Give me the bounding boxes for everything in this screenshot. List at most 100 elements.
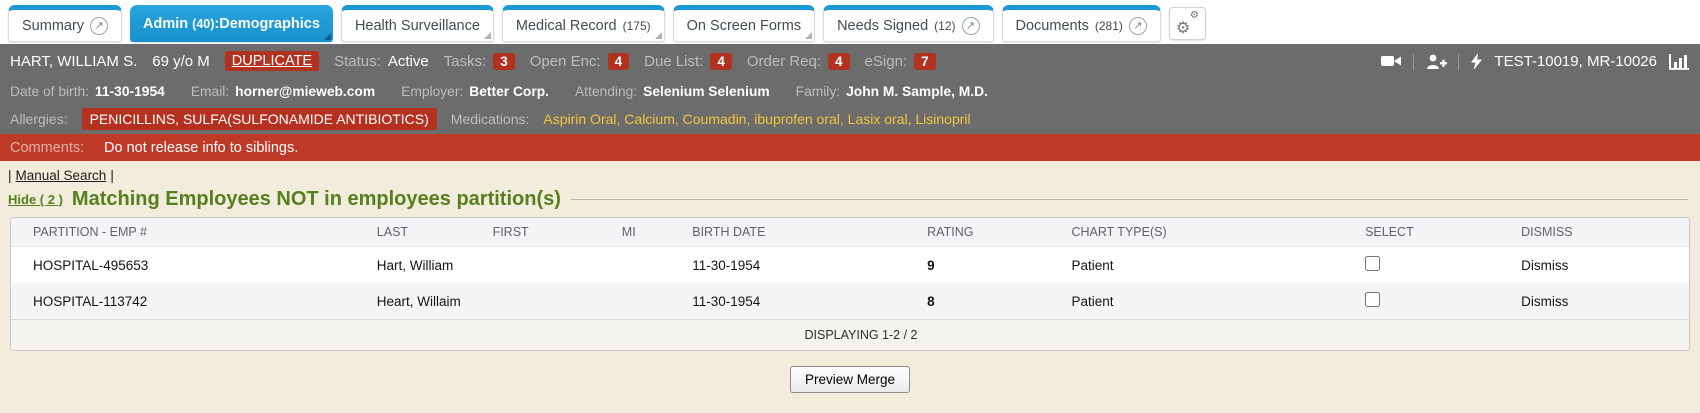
chart-stats-icon[interactable]	[1668, 53, 1690, 70]
select-checkbox[interactable]	[1365, 256, 1381, 271]
due-list-label: Due List:	[644, 52, 704, 70]
tab-summary-label: Summary	[22, 17, 85, 34]
list-separator: ,	[746, 111, 755, 127]
cell-birth-date: 11-30-1954	[692, 283, 928, 320]
displaying-count: DISPLAYING 1-2 / 2	[11, 319, 1689, 350]
allergies-badge[interactable]: PENICILLINS, SULFA(SULFONAMIDE ANTIBIOTI…	[81, 108, 437, 130]
matching-employees-table: PARTITION - EMP # LAST FIRST MI BIRTH DA…	[10, 217, 1690, 351]
tab-admin-suffix: :Demographics	[214, 15, 320, 32]
lightning-bolt-icon[interactable]	[1470, 52, 1483, 70]
medications-list: Aspirin Oral, Calcium, Coumadin, ibuprof…	[543, 111, 970, 127]
order-req-count-badge[interactable]: 4	[828, 52, 850, 70]
status-value: Active	[387, 52, 429, 70]
settings-gear-small-icon: ⚙	[1189, 10, 1199, 21]
tasks-count-badge[interactable]: 3	[493, 52, 515, 70]
allergies-label: Allergies:	[10, 111, 68, 127]
cell-last: Hart, William	[376, 257, 454, 273]
esign-count-badge[interactable]: 7	[914, 52, 936, 70]
col-header-birth-date: BIRTH DATE	[692, 218, 928, 247]
matches-title: Matching Employees NOT in employees part…	[71, 188, 561, 210]
manual-search-bar: | Manual Search |	[8, 168, 1700, 183]
cell-rating: 8	[927, 283, 1072, 320]
hide-link[interactable]: Hide ( 2 )	[8, 192, 63, 207]
cell-mi	[622, 247, 692, 284]
table-header-row: PARTITION - EMP # LAST FIRST MI BIRTH DA…	[11, 218, 1689, 247]
family-label: Family:	[795, 83, 841, 99]
employer-value: Better Corp.	[469, 83, 549, 99]
medication-link[interactable]: Calcium	[624, 111, 675, 127]
video-camera-icon[interactable]	[1380, 53, 1402, 69]
col-header-mi: MI	[621, 218, 693, 247]
tab-needs-signed-count: (12)	[934, 18, 956, 33]
demographics-row: Date of birth: 11-30-1954 Email: horner@…	[0, 78, 1700, 104]
medication-link[interactable]: Aspirin Oral	[543, 111, 617, 127]
select-checkbox[interactable]	[1365, 292, 1381, 307]
manual-search-link[interactable]: Manual Search	[15, 168, 107, 183]
medication-link[interactable]: Lisinopril	[915, 111, 971, 127]
cell-last: Heart, Willaim	[376, 283, 493, 320]
popout-icon[interactable]: ↗	[1128, 16, 1147, 35]
col-header-first: FIRST	[492, 218, 622, 247]
tab-documents-label: Documents	[1015, 17, 1089, 34]
patient-header-row: HART, WILLIAM S. 69 y/o M DUPLICATE Stat…	[0, 44, 1700, 78]
dob-label: Date of birth:	[10, 83, 89, 99]
matches-heading-row: Hide ( 2 ) Matching Employees NOT in emp…	[8, 188, 1688, 211]
medication-link[interactable]: ibuprofen oral	[754, 111, 840, 127]
col-header-rating: RATING	[927, 218, 1072, 247]
attending-value: Selenium Selenium	[643, 83, 770, 99]
chart-ids: TEST-10019, MR-10026	[1494, 52, 1657, 70]
open-enc-count-badge[interactable]: 4	[607, 52, 630, 70]
esign-label: eSign:	[864, 52, 908, 70]
actions-row: Preview Merge	[0, 366, 1700, 393]
cell-mi	[621, 283, 693, 320]
employer-label: Employer:	[401, 83, 464, 99]
tasks-label: Tasks:	[443, 52, 487, 70]
table-footer-row: DISPLAYING 1-2 / 2	[11, 319, 1689, 350]
tab-medical-label: Medical Record	[515, 17, 617, 34]
dismiss-link[interactable]: Dismiss	[1521, 257, 1569, 273]
divider	[1458, 52, 1460, 70]
tab-medical-record[interactable]: Medical Record (175)	[501, 5, 665, 42]
list-separator: ,	[674, 111, 683, 127]
patient-age-sex: 69 y/o M	[152, 52, 210, 70]
tab-health-label: Health Surveillance	[354, 17, 480, 34]
tab-needs-signed-label: Needs Signed	[837, 17, 929, 34]
comments-label: Comments:	[10, 139, 85, 156]
tab-on-screen-forms[interactable]: On Screen Forms	[672, 5, 816, 42]
col-header-dismiss: DISMISS	[1521, 218, 1689, 247]
open-enc-label: Open Enc:	[529, 52, 601, 70]
tab-admin-label: Admin	[143, 15, 189, 32]
add-person-icon[interactable]	[1425, 53, 1448, 70]
col-header-chart-types: CHART TYPE(S)	[1071, 218, 1366, 247]
col-header-partition: PARTITION - EMP #	[11, 218, 377, 247]
comments-bar: Comments: Do not release info to sibling…	[0, 134, 1700, 161]
tab-summary[interactable]: Summary ↗	[8, 5, 123, 42]
cell-chart-types: Patient	[1071, 257, 1114, 273]
pipe: |	[8, 168, 12, 183]
popout-icon[interactable]: ↗	[90, 16, 109, 35]
list-separator: ,	[839, 111, 848, 127]
tab-needs-signed[interactable]: Needs Signed (12) ↗	[823, 5, 994, 42]
due-list-count-badge[interactable]: 4	[710, 52, 732, 70]
tab-health-surveillance[interactable]: Health Surveillance	[340, 5, 494, 42]
popout-icon[interactable]: ↗	[961, 16, 980, 35]
email-label: Email:	[190, 83, 230, 99]
settings-button[interactable]: ⚙ ⚙	[1168, 7, 1206, 40]
cell-partition: HOSPITAL-495653	[33, 257, 149, 273]
patient-banner: HART, WILLIAM S. 69 y/o M DUPLICATE Stat…	[0, 44, 1700, 134]
preview-merge-button[interactable]: Preview Merge	[789, 366, 911, 393]
comments-text: Do not release info to siblings.	[104, 139, 299, 156]
medication-link[interactable]: Lasix oral	[847, 111, 908, 127]
tab-documents-count: (281)	[1094, 18, 1123, 33]
cell-chart-types: Patient	[1071, 283, 1366, 320]
pipe: |	[110, 168, 114, 183]
duplicate-badge[interactable]: DUPLICATE	[224, 51, 320, 71]
tab-admin-demographics[interactable]: Admin (40) :Demographics	[130, 5, 333, 42]
col-header-select: SELECT	[1365, 218, 1522, 247]
medication-link[interactable]: Coumadin	[682, 111, 747, 127]
tab-bar: Summary ↗ Admin (40) :Demographics Healt…	[0, 0, 1700, 44]
tab-documents[interactable]: Documents (281) ↗	[1001, 5, 1161, 42]
family-value: John M. Sample, M.D.	[846, 83, 988, 99]
dismiss-link[interactable]: Dismiss	[1521, 283, 1689, 320]
order-req-label: Order Req:	[746, 52, 822, 70]
